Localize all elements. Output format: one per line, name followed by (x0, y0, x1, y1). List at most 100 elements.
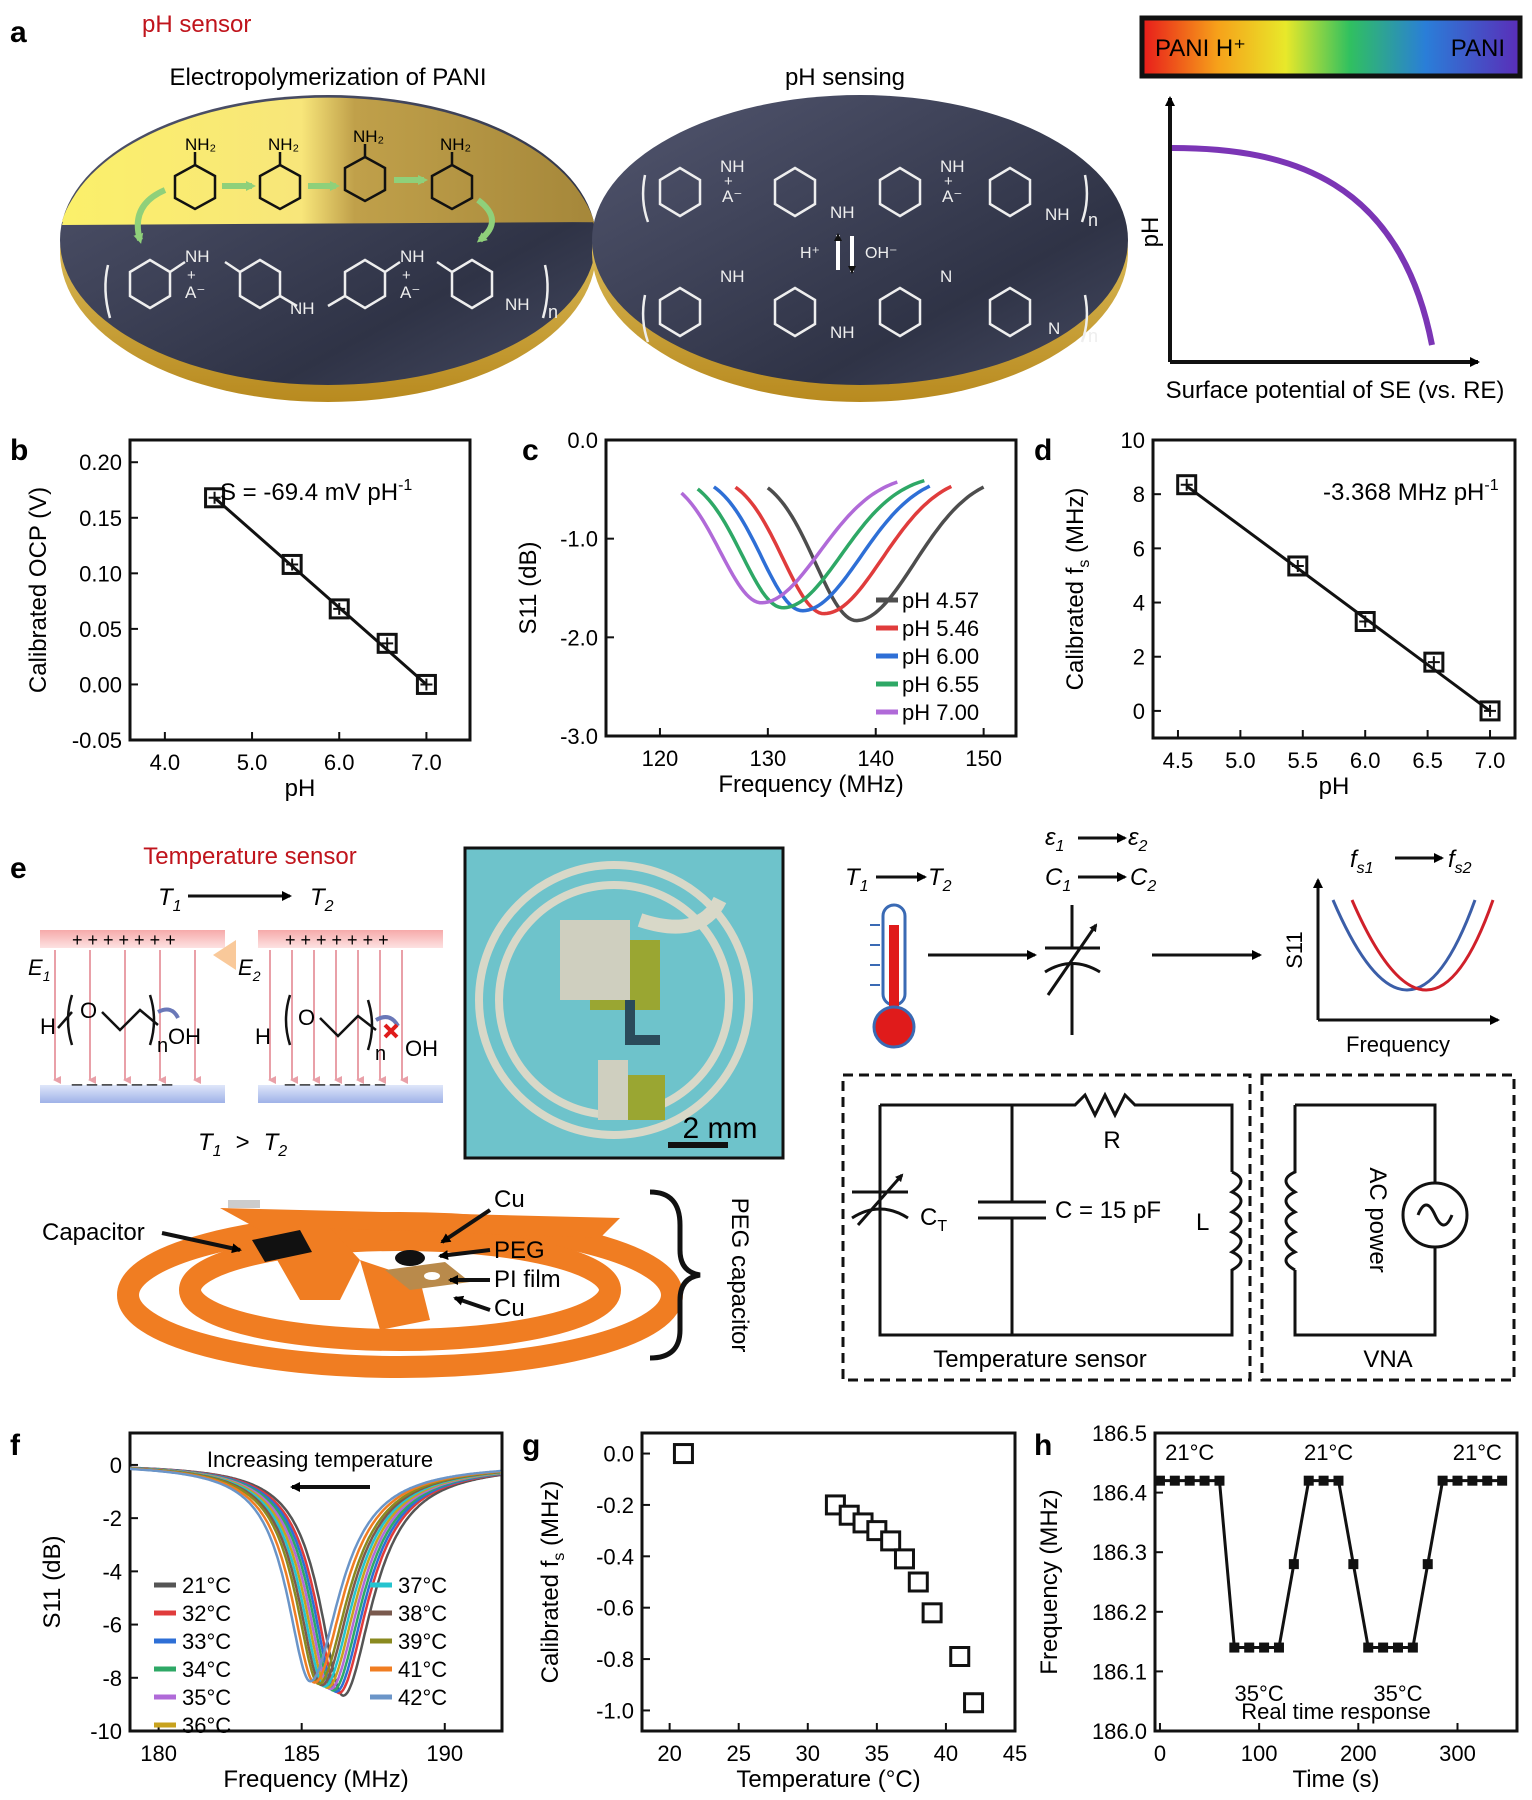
e2-label: E2 (238, 955, 261, 984)
x-tick-label: 0 (1154, 1741, 1166, 1766)
oh-label-1: OH (168, 1024, 201, 1049)
plus-label-1: + (187, 267, 196, 284)
data-point (376, 632, 398, 654)
chart-c: c 120 130 140 150 0.0 -1.0 -2.0 -3.0 Frequency (M… (515, 428, 1018, 798)
plus-mid-1: + (724, 173, 733, 190)
y-axis-label: Calibrated fs (MHz) (537, 1481, 568, 1684)
temperature-annotation: 35°C (1235, 1681, 1284, 1706)
colorbar-right-label: PANI (1451, 35, 1505, 62)
y-tick-label: 0.0 (567, 428, 598, 453)
y-axis-label: S11 (dB) (515, 542, 542, 635)
x-tick-label: 6.5 (1412, 748, 1443, 773)
fit-annotation-sup: -1 (1484, 477, 1498, 494)
y-axis-label-sub: s (1076, 560, 1093, 568)
x-tick-label: 45 (1003, 1741, 1027, 1766)
e1-label: E1 (28, 955, 50, 984)
x-tick-label: 200 (1340, 1741, 1377, 1766)
data-point (1392, 1642, 1403, 1653)
series-line (712, 484, 931, 613)
error-bar (1359, 615, 1372, 628)
x-tick-label: 25 (726, 1741, 750, 1766)
y-axis-label: Calibrated fs (MHz) (1062, 488, 1093, 691)
data-point (1348, 1559, 1359, 1570)
t1-gt-t2: T1 > T2 (198, 1129, 287, 1160)
plus-mid-2: + (944, 173, 953, 190)
error-bar (420, 678, 433, 691)
c2-label: C2 (1130, 864, 1156, 895)
ph-sensing-title: pH sensing (785, 64, 905, 91)
y-tick-label: -1.0 (596, 1698, 634, 1723)
fit-annotation: -3.368 MHz pH-1 (1323, 477, 1499, 506)
fs2-label: fs2 (1448, 846, 1472, 877)
x-tick-label: 140 (857, 746, 894, 771)
n-subscript-mid-1: n (1088, 210, 1098, 230)
nh-mid-5: NH (720, 267, 745, 286)
panel-g-letter: g (522, 1429, 540, 1462)
panel-a-letter: a (10, 16, 27, 49)
error-bar (381, 637, 394, 650)
series-line (734, 484, 953, 616)
y-tick-label: 2 (1133, 645, 1145, 670)
error-bar (1180, 478, 1193, 491)
legend-label: 21°C (182, 1573, 231, 1598)
x-axis-label: Time (s) (1292, 1766, 1379, 1793)
y-tick-label: 10 (1121, 428, 1145, 453)
x-tick-label: 5.0 (237, 750, 268, 775)
variable-capacitor-icon (1044, 905, 1101, 1035)
data-point (1303, 1475, 1314, 1486)
minus-charges-1: _ _ _ _ _ _ _ (71, 1066, 173, 1087)
x-tick-label: 5.5 (1287, 748, 1318, 773)
n-subscript-mid-2: n (1088, 326, 1098, 346)
data-point (1423, 651, 1445, 673)
plot-frame-g (640, 1431, 1017, 1733)
series-line (130, 1467, 501, 1683)
data-point (1452, 1475, 1463, 1486)
series-line (680, 480, 898, 605)
fit-line (213, 496, 428, 686)
cu-bottom-label: Cu (494, 1295, 525, 1322)
plus-charges-2: + + + + + + + (285, 930, 389, 950)
fit-annotation-sup: -1 (398, 477, 412, 494)
legend-label: pH 4.57 (902, 588, 979, 613)
nh-mid-3: NH (940, 157, 965, 176)
middle-disc: NH NH NH NH A⁻ A⁻ + + n H⁺ OH⁻ NH NH N N… (592, 95, 1128, 402)
x-tick-label: 120 (642, 746, 679, 771)
x-tick-label: 4.5 (1163, 748, 1194, 773)
data-point (893, 1548, 915, 1570)
x-axis-label: Temperature (°C) (736, 1766, 920, 1793)
nh-mid-6: NH (830, 323, 855, 342)
x-tick-label: 30 (796, 1741, 820, 1766)
legend-label: 41°C (398, 1657, 447, 1682)
y-tick-label: 186.0 (1092, 1719, 1147, 1744)
data-point (1407, 1642, 1418, 1653)
legend-label: 34°C (182, 1657, 231, 1682)
panel-c-letter: c (522, 434, 539, 467)
a-minus-mid-1: A⁻ (722, 187, 742, 206)
temperature-annotation: 35°C (1373, 1681, 1422, 1706)
nh-mid-2: NH (830, 203, 855, 222)
nh-label-1: NH (185, 247, 210, 266)
flow-t1: T1 (845, 864, 869, 895)
vna-label: VNA (1363, 1346, 1412, 1373)
x-axis-label: pH (285, 775, 316, 802)
y-tick-label: -0.6 (596, 1596, 634, 1621)
nh2-label-4: NH₂ (440, 135, 471, 154)
series-line (1159, 1479, 1503, 1650)
n-sub-e-1: n (157, 1035, 168, 1057)
x-tick-label: 300 (1439, 1741, 1476, 1766)
capacitor-label: Capacitor (42, 1219, 145, 1246)
plot-frame-f (128, 1431, 504, 1733)
x-tick-label: 130 (749, 746, 786, 771)
data-point (1199, 1475, 1210, 1486)
data-point (1333, 1475, 1344, 1486)
x-axis-label: Frequency (MHz) (718, 771, 903, 798)
data-point (1437, 1475, 1448, 1486)
nh-label-2: NH (290, 299, 315, 318)
y-tick-label: -4 (102, 1559, 122, 1584)
nh2-label-2: NH₂ (268, 135, 299, 154)
error-bar (333, 602, 346, 615)
a-minus-label-2: A⁻ (400, 283, 420, 302)
y-tick-label: 186.2 (1092, 1600, 1147, 1625)
circuit-diagram: R CT C = 15 pF L AC power Temperature se… (841, 1073, 1516, 1382)
